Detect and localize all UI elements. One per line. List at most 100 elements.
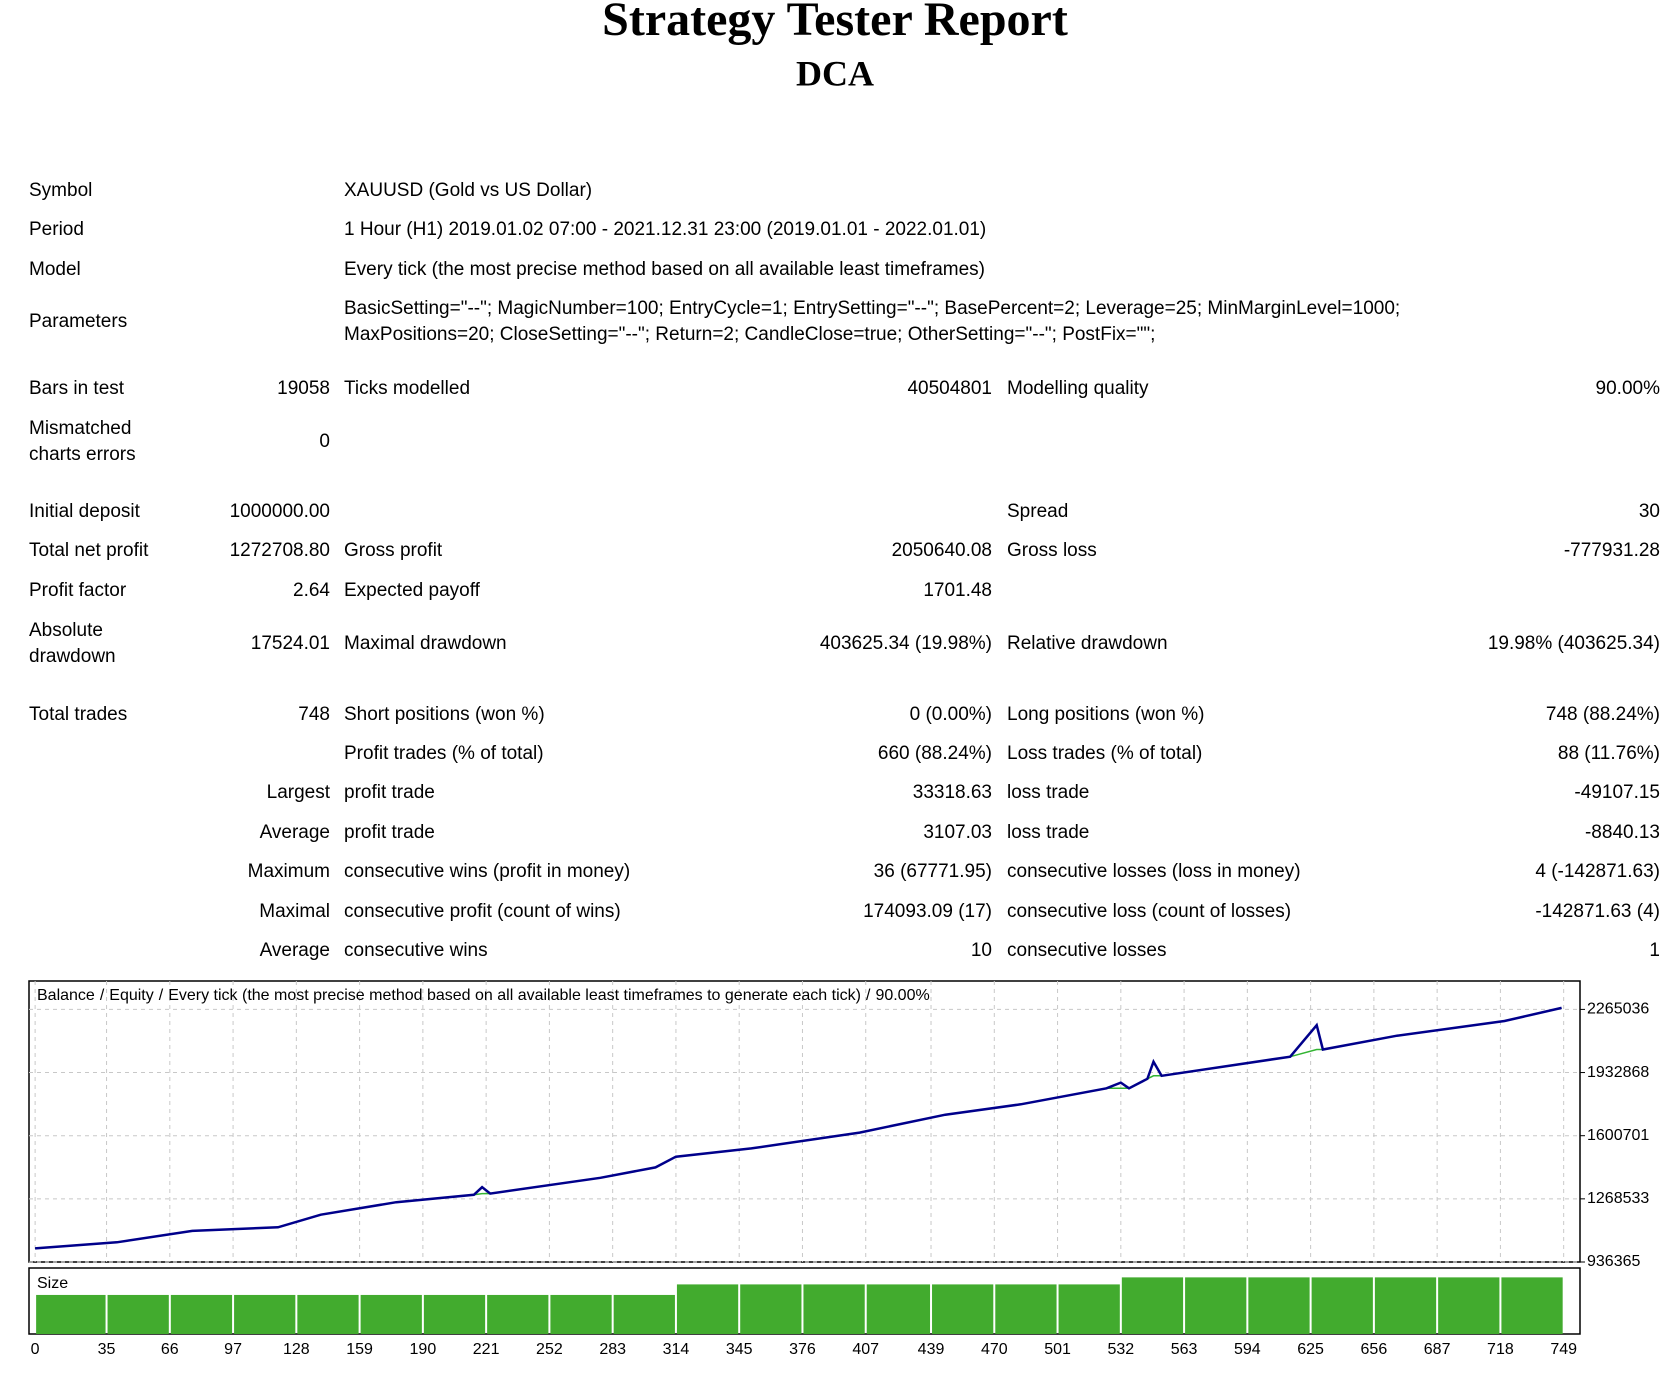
cell-text: -142871.63 (4) bbox=[1535, 901, 1660, 922]
chart-frame bbox=[28, 980, 1581, 1263]
cell-text: Every tick (the most precise method base… bbox=[344, 259, 985, 280]
cell-text: consecutive loss (count of losses) bbox=[1007, 901, 1291, 922]
cell-text: 1 bbox=[1649, 940, 1660, 961]
cell-text: -8840.13 bbox=[1585, 822, 1660, 843]
size-bar bbox=[170, 1294, 233, 1334]
legend-equity: Equity bbox=[109, 987, 153, 1004]
cell-text: -49107.15 bbox=[1574, 782, 1660, 803]
size-bar bbox=[36, 1294, 106, 1334]
cell-text: Symbol bbox=[29, 180, 92, 201]
cell-text: Loss trades (% of total) bbox=[1007, 743, 1202, 764]
x-tick-label: 190 bbox=[410, 1341, 437, 1358]
x-tick-label: 407 bbox=[852, 1341, 879, 1358]
cell-text: 90.00% bbox=[1596, 378, 1661, 399]
cell-text: 748 bbox=[298, 704, 330, 725]
cell-text: Mismatched bbox=[29, 418, 131, 439]
x-tick-label: 656 bbox=[1361, 1341, 1388, 1358]
x-tick-label: 749 bbox=[1550, 1341, 1577, 1358]
size-bar bbox=[995, 1284, 1057, 1334]
cell-text: 403625.34 (19.98%) bbox=[820, 633, 992, 654]
size-bar bbox=[803, 1284, 865, 1334]
cell-text: XAUUSD (Gold vs US Dollar) bbox=[344, 180, 592, 201]
cell-text: 88 (11.76%) bbox=[1558, 743, 1660, 764]
size-label: Size bbox=[37, 1275, 68, 1292]
report-title: Strategy Tester Report bbox=[602, 0, 1068, 46]
y-tick-label: 1268533 bbox=[1587, 1190, 1649, 1207]
cell-text: 1701.48 bbox=[923, 580, 992, 601]
cell-text: 2.64 bbox=[293, 580, 330, 601]
size-bar bbox=[1501, 1277, 1563, 1334]
x-tick-label: 345 bbox=[726, 1341, 753, 1358]
legend-description: Every tick (the most precise method base… bbox=[168, 987, 861, 1004]
size-bar bbox=[1311, 1277, 1373, 1334]
cell-text: profit trade bbox=[344, 822, 435, 843]
cell-text: loss trade bbox=[1007, 822, 1089, 843]
cell-text: Ticks modelled bbox=[344, 378, 470, 399]
cell-text: Expected payoff bbox=[344, 580, 481, 601]
size-bar bbox=[1438, 1277, 1500, 1334]
cell-text: 19058 bbox=[277, 378, 330, 399]
cell-text: 30 bbox=[1639, 501, 1660, 522]
size-bar bbox=[234, 1294, 296, 1334]
cell-text: 2050640.08 bbox=[892, 540, 992, 561]
size-bar bbox=[676, 1284, 739, 1334]
size-bar bbox=[1058, 1284, 1120, 1334]
x-tick-label: 252 bbox=[536, 1341, 563, 1358]
size-bar bbox=[360, 1294, 422, 1334]
size-bar bbox=[1248, 1277, 1310, 1334]
x-tick-label: 66 bbox=[161, 1341, 179, 1358]
size-bar bbox=[423, 1294, 486, 1334]
cell-text: Maximum bbox=[248, 861, 330, 882]
cell-text: charts errors bbox=[29, 444, 136, 465]
legend-separator: / bbox=[100, 987, 105, 1004]
cell-text: BasicSetting="--"; MagicNumber=100; Entr… bbox=[344, 298, 1400, 319]
x-tick-label: 35 bbox=[98, 1341, 116, 1358]
cell-text: consecutive profit (count of wins) bbox=[344, 901, 621, 922]
y-tick-label: 1932868 bbox=[1587, 1064, 1649, 1081]
balance-line bbox=[35, 1006, 1562, 1250]
cell-text: 0 (0.00%) bbox=[910, 704, 992, 725]
cell-text: 36 (67771.95) bbox=[874, 861, 992, 882]
cell-text: Long positions (won %) bbox=[1007, 704, 1205, 725]
size-bar bbox=[740, 1284, 802, 1334]
x-tick-label: 687 bbox=[1424, 1341, 1451, 1358]
size-bar bbox=[107, 1294, 169, 1334]
cell-text: profit trade bbox=[344, 782, 435, 803]
cell-text: Bars in test bbox=[29, 378, 125, 399]
cell-text: Modelling quality bbox=[1007, 378, 1149, 399]
cell-text: Parameters bbox=[29, 311, 127, 332]
cell-text: Maximal drawdown bbox=[344, 633, 507, 654]
cell-text: Initial deposit bbox=[29, 501, 141, 522]
size-bar bbox=[932, 1284, 994, 1334]
cell-text: Profit factor bbox=[29, 580, 127, 601]
x-tick-label: 283 bbox=[599, 1341, 626, 1358]
cell-text: Profit trades (% of total) bbox=[344, 743, 544, 764]
cell-text: consecutive wins bbox=[344, 940, 488, 961]
cell-text: -777931.28 bbox=[1564, 540, 1660, 561]
cell-text: Spread bbox=[1007, 501, 1068, 522]
cell-text: 17524.01 bbox=[251, 633, 330, 654]
cell-text: 1 Hour (H1) 2019.01.02 07:00 - 2021.12.3… bbox=[344, 219, 986, 240]
x-tick-label: 439 bbox=[918, 1341, 945, 1358]
cell-text: drawdown bbox=[29, 646, 116, 667]
cell-text: Total net profit bbox=[29, 540, 149, 561]
cell-text: Absolute bbox=[29, 620, 103, 641]
x-tick-label: 0 bbox=[31, 1341, 40, 1358]
size-bar bbox=[487, 1294, 549, 1334]
size-bar bbox=[550, 1294, 612, 1334]
legend-quality: 90.00% bbox=[875, 987, 929, 1004]
legend-balance: Balance bbox=[37, 987, 95, 1004]
cell-text: Largest bbox=[267, 782, 331, 803]
size-bar bbox=[866, 1284, 931, 1334]
x-tick-label: 221 bbox=[473, 1341, 500, 1358]
size-bar bbox=[1374, 1277, 1437, 1334]
cell-text: 660 (88.24%) bbox=[878, 743, 992, 764]
cell-text: consecutive losses bbox=[1007, 940, 1166, 961]
cell-text: Average bbox=[260, 822, 330, 843]
cell-text: Total trades bbox=[29, 704, 127, 725]
cell-text: 40504801 bbox=[907, 378, 992, 399]
size-bar bbox=[1185, 1277, 1247, 1334]
cell-text: 1272708.80 bbox=[230, 540, 330, 561]
cell-text: 4 (-142871.63) bbox=[1535, 861, 1660, 882]
cell-text: Gross profit bbox=[344, 540, 443, 561]
